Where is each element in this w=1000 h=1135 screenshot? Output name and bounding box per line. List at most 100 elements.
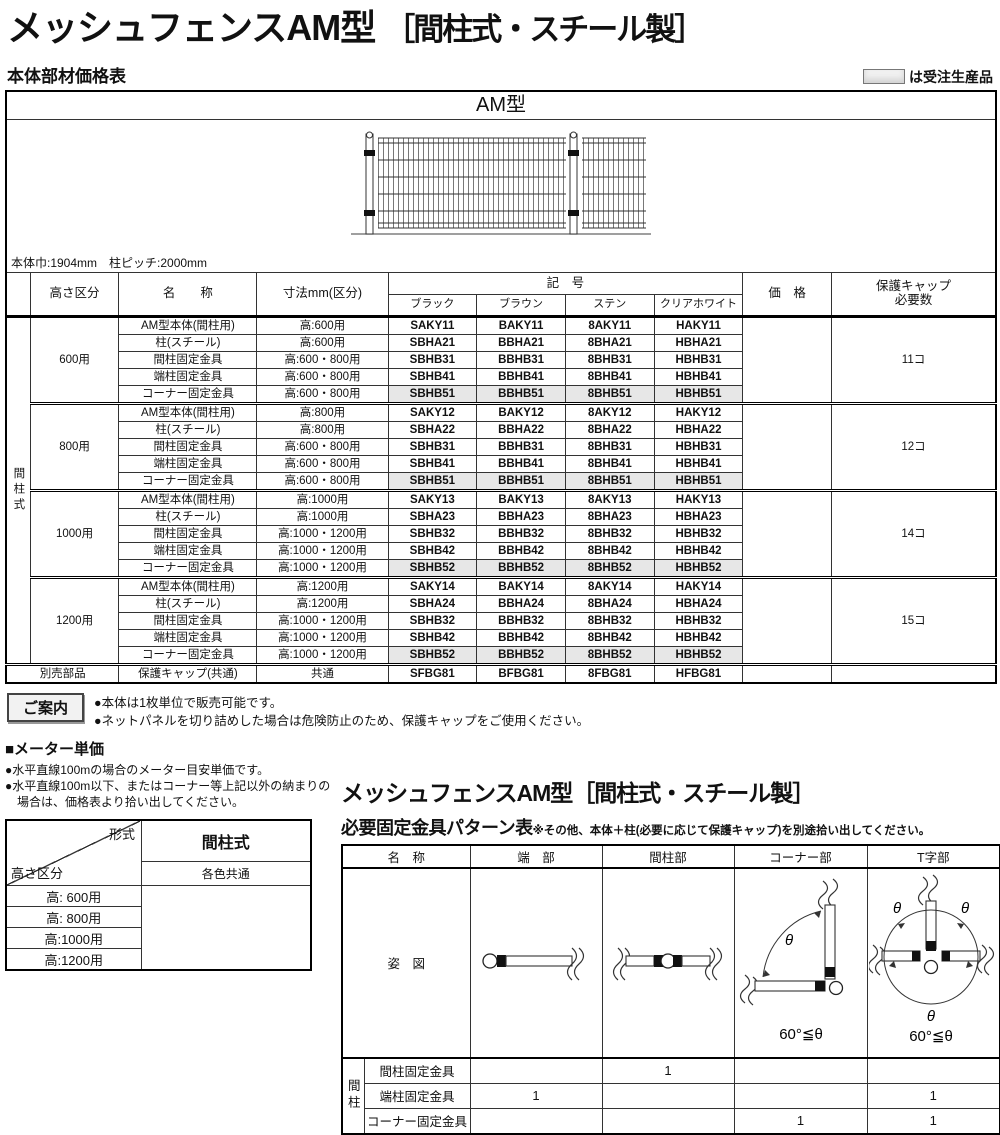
- theta-label-bottom: θ: [927, 1008, 935, 1025]
- part-name: 端柱固定金具: [118, 628, 258, 647]
- part-dim: 高:600・800用: [256, 384, 389, 404]
- code-stainless: 8FBG81: [564, 662, 655, 684]
- diagonal-label-format: 形式: [108, 827, 135, 843]
- part-dim: 高:1000・1200用: [256, 611, 389, 630]
- tee-figure-cell: θ θ θ 60°≦θ: [866, 867, 1000, 1059]
- qty-corner: 1: [733, 1107, 868, 1135]
- code-stainless: 8BHB41: [564, 454, 655, 473]
- theta-label-right: θ: [961, 900, 969, 917]
- section-height: 600用: [29, 314, 120, 404]
- price-cell: [742, 401, 833, 491]
- part-dim: 高:1000用: [256, 488, 389, 509]
- part-name: 端柱固定金具: [118, 541, 258, 560]
- mid-post-figure-cell: [601, 867, 735, 1059]
- code-stainless: 8BHA21: [564, 333, 655, 352]
- subhead-row: 本体部材価格表 は受注生産品: [7, 62, 993, 87]
- code-brown: BFBG81: [476, 662, 566, 684]
- part-name: 柱(スチール): [118, 333, 258, 352]
- part-dim: 高:600・800用: [256, 471, 389, 491]
- code-brown: BBHB41: [476, 367, 566, 386]
- part-dim: 高:600・800用: [256, 454, 389, 473]
- code-clearwhite: HBHB32: [653, 611, 744, 630]
- code-brown: BAKY12: [476, 401, 566, 422]
- code-black: SBHB52: [387, 558, 478, 578]
- code-brown: BAKY14: [476, 575, 566, 596]
- code-clearwhite: HAKY13: [653, 488, 744, 509]
- part-name: 端柱固定金具: [118, 454, 258, 473]
- code-clearwhite: HBHB32: [653, 524, 744, 543]
- format-table: 形式 高さ区分 間柱式 各色共通 高: 600用 高: 800用 高:1000用…: [5, 819, 312, 972]
- code-clearwhite: HBHA23: [653, 507, 744, 526]
- page-title-main: メッシュフェンスAM型: [7, 7, 376, 48]
- part-name: コーナー固定金具: [118, 471, 258, 491]
- part-dim: 高:800用: [256, 401, 389, 422]
- code-stainless: 8AKY12: [564, 401, 655, 422]
- guide-note-1: ●本体は1枚単位で販売可能です。: [94, 695, 283, 710]
- col-header-height: 高さ区分: [29, 271, 120, 317]
- format-row-1000: 高:1000用: [5, 927, 142, 950]
- code-stainless: 8BHB51: [564, 471, 655, 491]
- fitting-name: 間柱固定金具: [363, 1056, 471, 1084]
- qty-end: 1: [469, 1082, 603, 1109]
- part-dim: 共通: [256, 662, 389, 684]
- col-header-brown: ブラウン: [476, 293, 566, 317]
- col-header-code-group: 記 号: [387, 271, 744, 295]
- col-header-black: ブラック: [387, 293, 478, 317]
- mid-post-diagram: [612, 947, 723, 981]
- code-clearwhite: HBHA21: [653, 333, 744, 352]
- section-height: 1000用: [29, 488, 120, 578]
- code-black: SBHB41: [387, 454, 478, 473]
- cap-count-cell: 15コ: [831, 575, 997, 665]
- format-row-1200: 高:1200用: [5, 948, 142, 971]
- part-name: 柱(スチール): [118, 507, 258, 526]
- qty-end: [469, 1107, 603, 1135]
- code-black: SBHB51: [387, 384, 478, 404]
- code-black: SBHB31: [387, 350, 478, 369]
- code-clearwhite: HAKY12: [653, 401, 744, 422]
- price-cell: [742, 662, 833, 684]
- code-black: SBHB31: [387, 437, 478, 456]
- code-black: SBHB42: [387, 628, 478, 647]
- code-black: SBHA21: [387, 333, 478, 352]
- part-dim: 高:600・800用: [256, 437, 389, 456]
- part-dim: 高:1200用: [256, 594, 389, 613]
- code-stainless: 8BHB52: [564, 645, 655, 665]
- fence-illustration: [351, 130, 651, 245]
- code-black: SFBG81: [387, 662, 478, 684]
- col-header-stainless: ステン: [564, 293, 655, 317]
- code-black: SAKY13: [387, 488, 478, 509]
- code-black: SBHA23: [387, 507, 478, 526]
- fence-drawing-svg: [351, 131, 651, 235]
- code-clearwhite: HBHB41: [653, 367, 744, 386]
- part-dim: 高:1200用: [256, 575, 389, 596]
- format-col-subheader: 各色共通: [140, 861, 312, 887]
- code-brown: BBHB42: [476, 541, 566, 560]
- meter-notes: ●水平直線100mの場合のメーター目安単価です。 ●水平直線100m以下、または…: [5, 762, 337, 811]
- code-clearwhite: HBHB52: [653, 558, 744, 578]
- qty-corner: [733, 1082, 868, 1109]
- section-height: 1200用: [29, 575, 120, 665]
- code-stainless: 8BHB42: [564, 628, 655, 647]
- pattern-title: メッシュフェンスAM型［間柱式・スチール製］: [341, 779, 815, 806]
- code-clearwhite: HBHB51: [653, 384, 744, 404]
- part-dim: 高:1000・1200用: [256, 558, 389, 578]
- code-brown: BBHB52: [476, 558, 566, 578]
- pattern-col-end: 端 部: [469, 844, 603, 869]
- code-clearwhite: HBHB31: [653, 437, 744, 456]
- qty-mid: [601, 1107, 735, 1135]
- part-name: 保護キャップ(共通): [118, 662, 258, 684]
- made-to-order-legend: は受注生産品: [863, 67, 993, 87]
- code-black: SBHB32: [387, 611, 478, 630]
- part-dim: 高:1000・1200用: [256, 524, 389, 543]
- part-name: AM型本体(間柱用): [118, 575, 258, 596]
- qty-tee: 1: [866, 1107, 1000, 1135]
- code-brown: BBHB31: [476, 437, 566, 456]
- tee-diagram: θ θ θ 60°≦θ: [868, 874, 995, 1045]
- code-brown: BBHB51: [476, 471, 566, 491]
- meter-note-2: ●水平直線100m以下、またはコーナー等上記以外の納まりの場合は、価格表より拾い…: [5, 779, 331, 810]
- made-to-order-label: は受注生産品: [909, 68, 993, 85]
- code-clearwhite: HBHA22: [653, 420, 744, 439]
- code-brown: BBHB42: [476, 628, 566, 647]
- code-brown: BBHB32: [476, 611, 566, 630]
- part-dim: 高:1000・1200用: [256, 541, 389, 560]
